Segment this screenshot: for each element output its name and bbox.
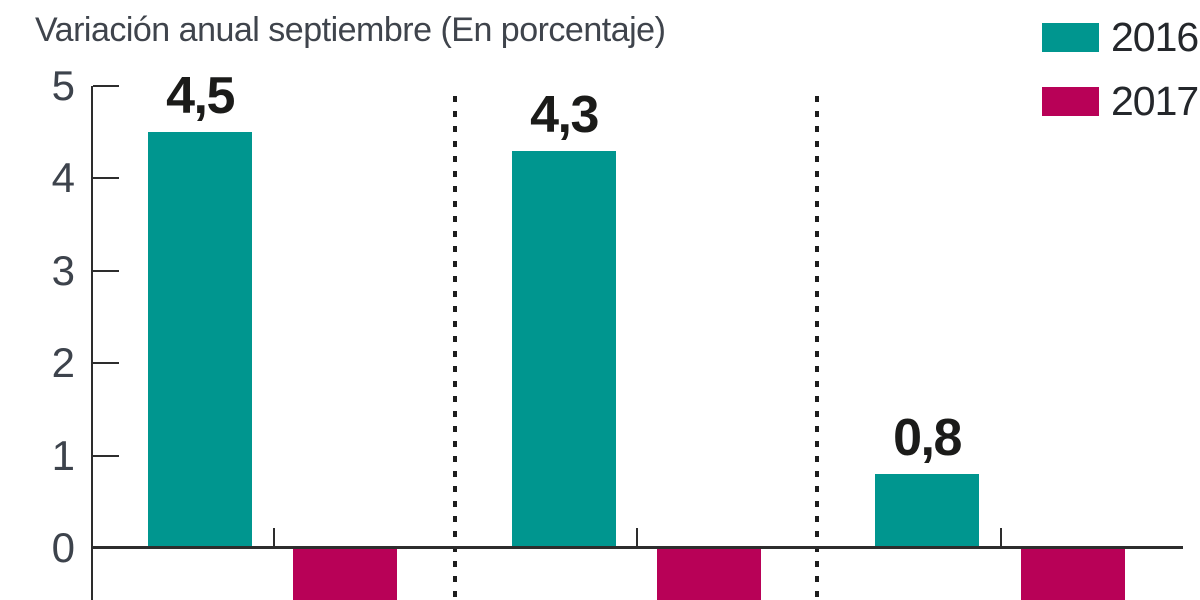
bar-value-label-group-2: 4,3 [530, 85, 599, 144]
y-axis-label-2: 2 [51, 339, 75, 387]
y-axis-tick-5 [93, 85, 119, 87]
y-axis-label-3: 3 [51, 246, 75, 294]
category-tick-group-2 [636, 528, 638, 546]
y-axis-label-0: 0 [51, 524, 75, 571]
bar-2016-group-1 [148, 132, 252, 548]
legend-swatch-2017 [1042, 87, 1099, 116]
category-tick-group-1 [273, 528, 275, 546]
y-axis-label-1: 1 [51, 431, 75, 479]
y-axis-line [91, 86, 93, 600]
legend-swatch-2016 [1042, 23, 1099, 52]
bar-2017-group-1 [293, 548, 397, 600]
zero-baseline [91, 546, 1183, 549]
legend-item-2017: 2017 [1042, 78, 1199, 124]
y-axis-tick-3 [93, 269, 119, 272]
group-separator-1 [453, 96, 457, 600]
bar-2017-group-2 [657, 548, 761, 600]
chart-title: Variación anual septiembre (En porcentaj… [35, 11, 666, 49]
y-axis-tick-1 [93, 454, 119, 457]
y-axis-tick-4 [93, 177, 119, 180]
bar-2016-group-3 [875, 474, 979, 548]
bar-2017-group-3 [1021, 548, 1125, 600]
bar-value-label-group-3: 0,8 [893, 409, 962, 468]
y-axis-label-5: 5 [51, 62, 75, 109]
category-tick-group-3 [1000, 528, 1002, 546]
bar-2016-group-2 [512, 150, 616, 548]
legend-item-2016: 2016 [1042, 14, 1199, 60]
group-separator-2 [815, 96, 819, 600]
y-axis-tick-2 [93, 362, 119, 365]
legend-label-2017: 2017 [1111, 78, 1199, 124]
bar-value-label-group-1: 4,5 [166, 67, 235, 126]
y-axis-label-4: 4 [51, 154, 75, 202]
legend-label-2016: 2016 [1111, 14, 1199, 60]
